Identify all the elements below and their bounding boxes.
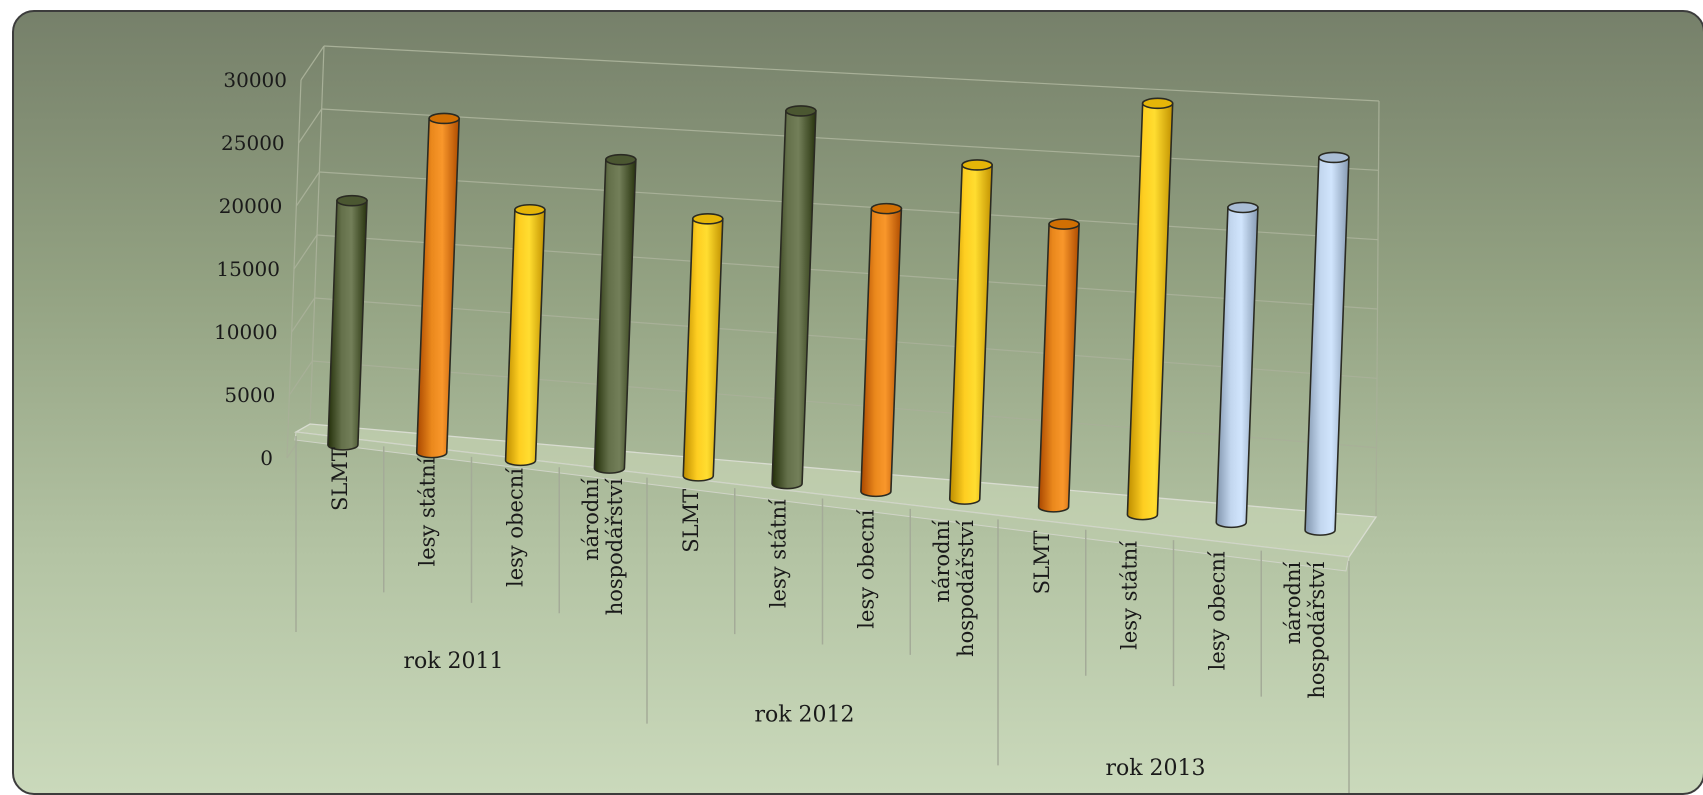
category-label: lesy státní <box>416 457 440 566</box>
y-tick-label: 5000 <box>224 383 275 407</box>
category-label: SLMT <box>1030 531 1054 595</box>
floor <box>293 423 1378 558</box>
gridline-side-25000 <box>298 108 323 144</box>
bars <box>327 97 1350 536</box>
bar-body <box>860 207 903 498</box>
category-dividers <box>295 436 1350 793</box>
bar-top <box>605 153 637 166</box>
bar-body <box>682 218 724 482</box>
back-wall-right-edge <box>1375 100 1380 518</box>
y-tick-label: 15000 <box>216 257 280 281</box>
category-label: lesy obecní <box>1205 551 1229 670</box>
gridline-back-30000 <box>323 45 1380 102</box>
category-label: SLMT <box>328 447 352 511</box>
bar-body <box>1126 102 1174 521</box>
y-tick-label: 10000 <box>214 320 278 344</box>
group-label: rok 2011 <box>403 649 503 674</box>
bar-body <box>327 199 368 451</box>
gridline-back-25000 <box>321 108 1379 171</box>
bar-top <box>428 112 460 125</box>
category-label: národníhospodářství <box>1281 562 1329 699</box>
category-label: lesy obecní <box>854 509 878 628</box>
gridline-side-30000 <box>300 45 325 81</box>
y-tick-label: 25000 <box>221 131 285 155</box>
bar-body <box>593 158 637 474</box>
gridline-side-10000 <box>291 297 316 333</box>
side-wall-front-edge <box>286 79 302 459</box>
category-labels: SLMT lesy státní lesy obecní národníhospodá… <box>328 447 1329 698</box>
bar-body <box>1037 223 1080 513</box>
bar-top <box>336 194 368 207</box>
category-label: národníhospodářství <box>579 478 627 615</box>
gridline-back-15000 <box>316 234 1378 310</box>
chart-svg: 0 5000 10000 15000 20000 25000 30000 SLMT lesy … <box>214 45 1380 793</box>
y-tick-label: 0 <box>260 446 273 470</box>
bar-body <box>948 164 993 505</box>
gridlines <box>286 45 1380 518</box>
bar <box>1126 97 1174 521</box>
bar <box>948 159 993 505</box>
bar-top <box>1141 97 1174 110</box>
group-label: rok 2013 <box>1105 756 1205 781</box>
category-label: národníhospodářství <box>930 520 978 657</box>
bar <box>504 203 546 467</box>
category-label: lesy státní <box>1118 541 1142 650</box>
y-tick-label: 20000 <box>219 194 283 218</box>
gridline-back-5000 <box>312 360 1377 449</box>
gridline-back-20000 <box>319 171 1379 241</box>
category-label: lesy státní <box>767 499 791 608</box>
gridline-side-15000 <box>293 234 318 270</box>
bar-top <box>1048 218 1080 230</box>
bar-top <box>785 105 817 117</box>
bar-body <box>1304 156 1350 536</box>
category-label: SLMT <box>679 489 703 553</box>
bar <box>682 213 724 482</box>
bar <box>415 112 460 459</box>
bar-top <box>1318 151 1350 164</box>
bar <box>1304 151 1350 536</box>
bar <box>1215 201 1259 529</box>
bar-body <box>1215 206 1259 529</box>
bar <box>771 105 817 490</box>
bar <box>1037 218 1080 513</box>
category-label: lesy obecní <box>503 468 527 587</box>
bar <box>860 202 903 498</box>
bar-top <box>514 203 546 216</box>
bar-top <box>691 213 724 225</box>
group-label: rok 2012 <box>754 703 854 728</box>
bar <box>327 194 368 451</box>
back-wall-left-edge <box>309 45 325 425</box>
gridline-side-20000 <box>295 171 320 207</box>
chart-frame: 0 5000 10000 15000 20000 25000 30000 SLMT lesy … <box>12 10 1703 795</box>
bar-body <box>771 110 817 490</box>
bar-top <box>870 202 903 215</box>
bar-body <box>504 208 546 467</box>
gridline-side-5000 <box>288 360 313 396</box>
bar-body <box>415 117 460 459</box>
bar <box>593 153 637 474</box>
bar-top <box>961 159 993 171</box>
y-tick-labels: 0 5000 10000 15000 20000 25000 30000 <box>214 68 287 470</box>
gridline-back-10000 <box>314 297 1378 379</box>
bar-top <box>1227 201 1259 214</box>
group-labels: rok 2011 rok 2012 rok 2013 <box>403 649 1205 781</box>
y-tick-label: 30000 <box>223 68 287 92</box>
